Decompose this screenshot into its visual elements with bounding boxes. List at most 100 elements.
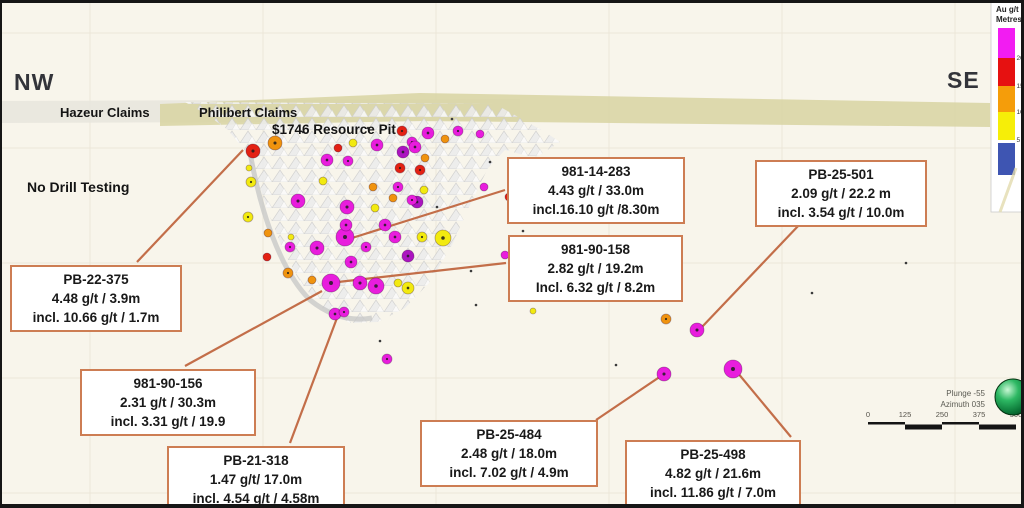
drill-intercept-dot	[262, 252, 272, 262]
drill-intercept-dot	[338, 306, 350, 318]
drill-intercept-dot	[321, 273, 341, 293]
au-grade-legend: Au g/t Metres 20 15 10 5	[990, 3, 1024, 213]
drill-intercept-dot	[392, 181, 404, 193]
drill-intercept-dot	[381, 353, 393, 365]
drillhole-id: PB-21-318	[223, 453, 289, 468]
drill-intercept-dot	[370, 203, 380, 213]
drill-intercept-dot	[388, 230, 402, 244]
drill-intercept-dot	[309, 240, 325, 256]
drill-trace-speck	[378, 339, 382, 343]
drillhole-id: PB-22-375	[63, 272, 129, 287]
callout-PB-22-375: PB-22-375 4.48 g/t / 3.9m incl. 10.66 g/t …	[10, 265, 182, 333]
scale-tick-label: 125	[899, 410, 912, 419]
drill-trace-speck	[810, 291, 814, 295]
intercept-value: incl. 7.02 g/t / 4.9m	[449, 465, 569, 481]
drillhole-id: 981-90-156	[133, 376, 203, 391]
scale-tick-label: 250	[936, 410, 949, 419]
drill-intercept-dot	[352, 275, 368, 291]
legend-title-au: Au g/t	[996, 5, 1019, 14]
drill-trace-speck	[488, 160, 492, 164]
callout-981-90-156: 981-90-156 2.31 g/t / 30.3m incl. 3.31 g/t…	[80, 369, 256, 437]
callout-PB-25-501: PB-25-501 2.09 g/t / 22.2 m incl. 3.54 g/t…	[755, 160, 927, 228]
legend-color-block	[998, 28, 1015, 58]
drill-trace-speck	[904, 261, 908, 265]
drill-intercept-dot	[452, 125, 464, 137]
view-orientation-info: Plunge -55 Azimuth 035	[895, 389, 985, 411]
hazeur-claims-label: Hazeur Claims	[60, 105, 150, 120]
intercept-value: 2.82 g/t / 19.2m	[547, 261, 644, 277]
drill-intercept-dot	[421, 126, 435, 140]
drillhole-id: PB-25-501	[808, 167, 874, 182]
drill-intercept-dot	[318, 176, 328, 186]
drill-intercept-dot	[475, 129, 485, 139]
drill-trace-speck	[435, 205, 439, 209]
drill-intercept-dot	[342, 155, 354, 167]
intercept-value: Incl. 6.32 g/t / 8.2m	[535, 280, 656, 296]
drill-trace-speck	[474, 303, 478, 307]
drill-trace-speck	[301, 130, 305, 134]
drill-intercept-dot	[396, 125, 408, 137]
drill-intercept-dot	[282, 267, 294, 279]
drill-intercept-dot	[689, 322, 705, 338]
callout-PB-25-484: PB-25-484 2.48 g/t / 18.0m incl. 7.02 g/t …	[420, 420, 598, 488]
legend-pointer-line	[998, 167, 1018, 213]
callout-PB-25-498: PB-25-498 4.82 g/t / 21.6m incl. 11.86 g/t…	[625, 440, 801, 504]
intercept-value: incl. 3.31 g/t / 19.9	[110, 414, 226, 430]
intercept-value: 2.48 g/t / 18.0m	[460, 446, 558, 462]
intercept-value: incl. 3.54 g/t / 10.0m	[777, 205, 905, 221]
drill-intercept-dot	[360, 241, 372, 253]
drill-intercept-dot	[368, 182, 378, 192]
intercept-value: 2.31 g/t / 30.3m	[119, 395, 217, 411]
drill-intercept-dot	[394, 162, 406, 174]
drillhole-id: 981-14-283	[561, 164, 631, 179]
callout-PB-21-318: PB-21-318 1.47 g/t/ 17.0m incl. 4.54 g/t /…	[167, 446, 345, 507]
drill-intercept-dot	[420, 153, 430, 163]
drillhole-id: PB-25-498	[680, 447, 746, 462]
drill-trace-speck	[450, 117, 454, 121]
drill-intercept-dot	[290, 193, 306, 209]
legend-tick-label: 15	[1017, 83, 1024, 90]
callout-981-90-158: 981-90-158 2.82 g/t / 19.2m Incl. 6.32 g/t…	[508, 235, 683, 303]
drill-intercept-dot	[479, 182, 489, 192]
plunge-value: Plunge -55	[946, 389, 985, 398]
leader-line	[136, 149, 244, 263]
scale-tick-label: 0	[866, 410, 870, 419]
drill-intercept-dot	[434, 229, 452, 247]
view-orientation-sphere	[994, 378, 1021, 416]
drill-intercept-dot	[406, 194, 418, 206]
drillhole-id: PB-25-484	[476, 427, 542, 442]
drillhole-id: 981-90-158	[560, 242, 631, 257]
philibert-claims-label: Philibert Claims	[199, 105, 298, 120]
leader-line	[184, 290, 323, 367]
drill-intercept-dot	[388, 193, 398, 203]
intercept-value: incl.16.10 g/t /8.30m	[532, 202, 660, 218]
legend-color-block	[998, 112, 1015, 140]
section-direction-nw: NW	[14, 69, 55, 95]
drill-intercept-dot	[419, 185, 429, 195]
drill-intercept-dot	[245, 176, 257, 188]
legend-color-block	[998, 58, 1015, 86]
legend-color-block	[998, 143, 1015, 175]
pit-rim-highlight	[247, 151, 373, 322]
legend-tick-label: 5	[1017, 137, 1021, 144]
drill-intercept-dot	[242, 211, 254, 223]
drill-intercept-dot	[284, 241, 296, 253]
intercept-value: 4.82 g/t / 21.6m	[664, 466, 762, 482]
section-direction-se: SE	[947, 67, 980, 93]
drill-intercept-dot	[339, 199, 355, 215]
drill-intercept-dot	[378, 218, 392, 232]
drill-intercept-dot	[401, 249, 415, 263]
legend-title-metres: Metres	[996, 15, 1022, 24]
drill-trace-speck	[521, 229, 525, 233]
azimuth-value: Azimuth 035	[940, 399, 985, 409]
scale-bar-segment	[979, 424, 1016, 430]
drill-intercept-dot	[245, 164, 253, 172]
intercept-value: 2.09 g/t / 22.2 m	[791, 186, 891, 202]
scale-bar-segment	[868, 422, 905, 425]
drill-intercept-dot	[408, 140, 422, 154]
scale-bar-segment	[905, 424, 942, 430]
callout-981-14-283: 981-14-283 4.43 g/t / 33.0m incl.16.10 g/t…	[507, 157, 685, 225]
legend-tick-label: 20	[1017, 55, 1024, 62]
intercept-value: incl. 4.54 g/t / 4.58m	[192, 491, 320, 507]
leader-line	[351, 188, 506, 240]
